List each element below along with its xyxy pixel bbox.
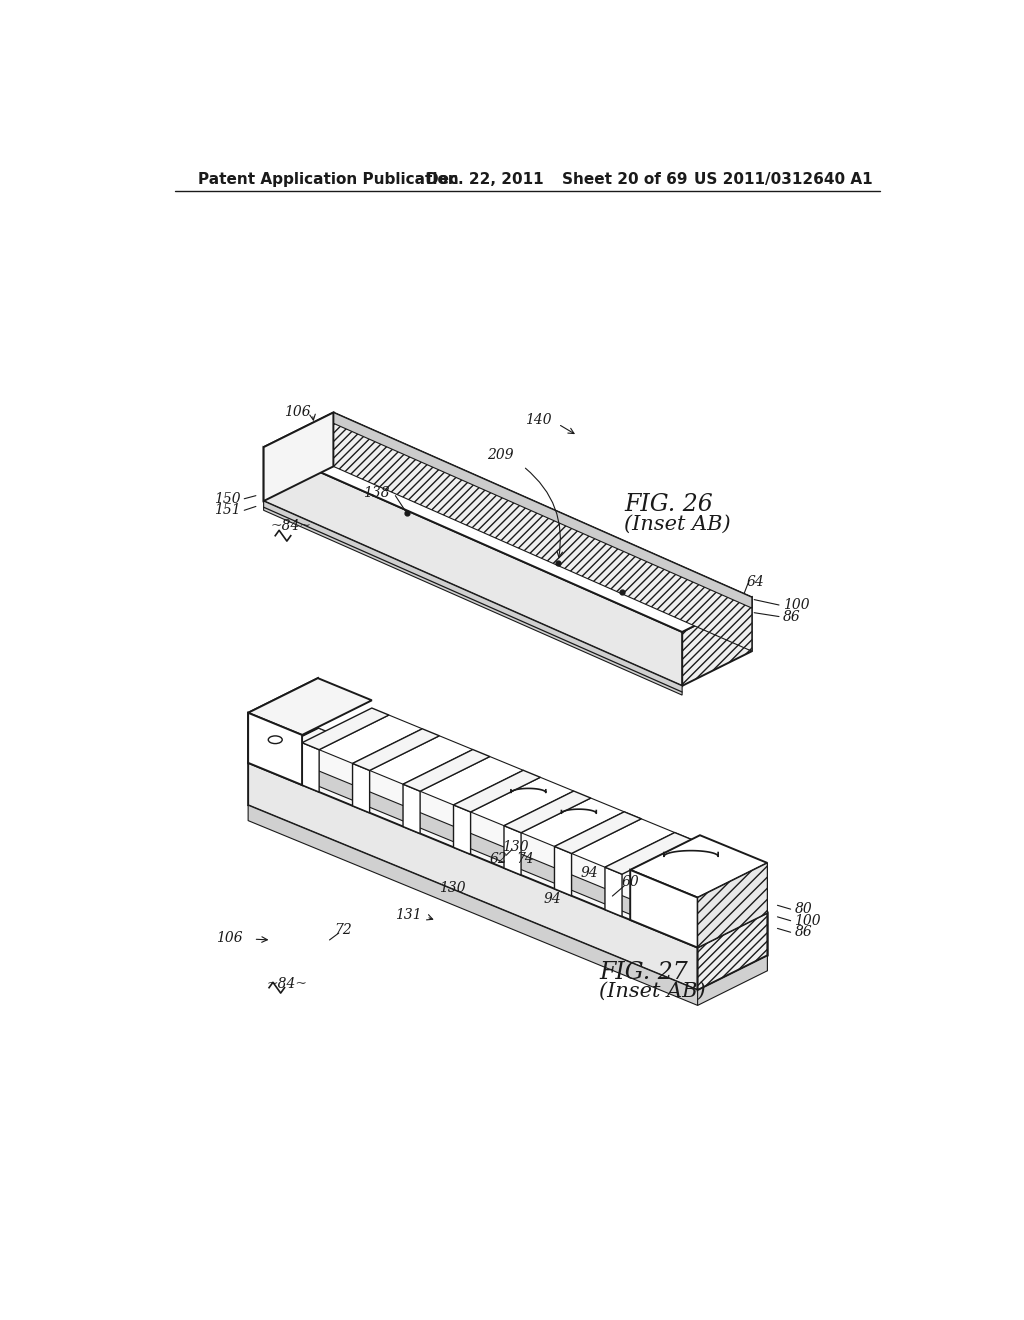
Text: 94: 94 [544,892,561,906]
Text: 100: 100 [795,913,821,928]
Text: 86: 86 [783,610,801,623]
Polygon shape [554,812,641,854]
Polygon shape [334,412,752,609]
Polygon shape [263,412,334,502]
Polygon shape [682,598,752,686]
Polygon shape [697,913,767,990]
Text: FIG. 27: FIG. 27 [599,961,688,983]
Text: 150: 150 [214,492,241,506]
Text: 106: 106 [216,931,243,945]
Polygon shape [302,708,389,750]
Text: Dec. 22, 2011: Dec. 22, 2011 [426,173,544,187]
Text: 72: 72 [335,923,352,937]
Polygon shape [248,713,302,785]
Text: (Inset AB): (Inset AB) [624,515,731,533]
Text: 60: 60 [622,875,639,890]
Polygon shape [263,447,682,686]
Polygon shape [454,805,471,854]
Polygon shape [630,870,697,948]
Polygon shape [697,956,767,1006]
Polygon shape [625,812,641,861]
Polygon shape [248,805,697,1006]
Polygon shape [352,763,370,813]
Text: 94: 94 [581,866,599,880]
Polygon shape [504,791,591,833]
Text: US 2011/0312640 A1: US 2011/0312640 A1 [693,173,872,187]
Text: Sheet 20 of 69: Sheet 20 of 69 [562,173,687,187]
Text: ~84~: ~84~ [266,977,307,991]
Polygon shape [471,777,573,826]
Polygon shape [454,771,541,812]
Text: 138: 138 [362,486,389,500]
Text: FIG. 26: FIG. 26 [624,494,713,516]
Polygon shape [352,729,439,771]
Polygon shape [319,715,422,763]
Polygon shape [403,784,420,833]
Polygon shape [675,833,692,882]
Polygon shape [370,735,473,784]
Polygon shape [334,412,752,651]
Text: 140: 140 [525,413,552,428]
Polygon shape [263,502,682,696]
Polygon shape [605,833,692,874]
Polygon shape [571,818,675,867]
Text: Patent Application Publication: Patent Application Publication [198,173,459,187]
Polygon shape [420,756,523,805]
Text: (Inset AB): (Inset AB) [599,982,706,1001]
Text: 64: 64 [746,576,765,589]
Polygon shape [317,771,767,970]
Polygon shape [630,836,767,898]
Polygon shape [697,913,767,990]
Text: 74: 74 [516,853,534,866]
Text: 130: 130 [502,840,528,854]
Polygon shape [697,863,767,948]
Polygon shape [317,729,767,956]
Text: 130: 130 [438,880,465,895]
Polygon shape [554,846,571,896]
Polygon shape [521,799,625,846]
Text: 209: 209 [486,447,513,462]
Polygon shape [605,867,622,916]
Polygon shape [302,743,319,792]
Text: 100: 100 [783,598,810,612]
Ellipse shape [268,737,283,743]
Text: 151: 151 [214,503,241,517]
Text: 62: 62 [489,853,507,866]
Text: 86: 86 [795,925,812,940]
Polygon shape [248,678,372,735]
Polygon shape [504,826,521,875]
Polygon shape [403,750,489,791]
Polygon shape [248,729,767,948]
Polygon shape [248,678,317,763]
Polygon shape [263,412,752,632]
Text: 80: 80 [795,902,812,916]
Polygon shape [248,763,697,990]
Text: 106: 106 [284,405,310,420]
Text: 131: 131 [395,908,422,923]
Text: ~84~: ~84~ [270,519,311,533]
